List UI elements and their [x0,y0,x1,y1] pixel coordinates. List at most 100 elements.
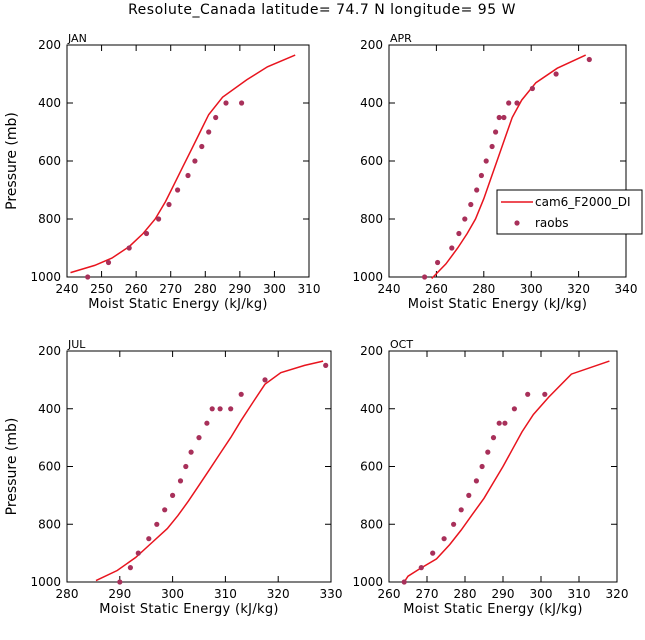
obs-point [401,579,407,585]
obs-point [473,478,479,484]
series-line-model [70,54,296,274]
figure-title: Resolute_Canada latitude= 74.7 N longitu… [128,2,516,18]
obs-point [468,201,474,208]
obs-point [143,230,150,237]
x-tick-label: 330 [320,587,343,601]
obs-point [262,377,268,383]
obs-point [430,550,436,556]
y-tick-label: 1000 [30,270,61,284]
obs-point [489,143,495,150]
obs-point [458,507,464,513]
x-tick-label: 250 [90,282,113,296]
obs-point [553,71,559,77]
obs-point [127,565,133,571]
obs-point [183,463,189,470]
obs-point [418,565,424,571]
x-tick-label: 240 [378,282,401,296]
y-tick-label: 800 [38,517,61,531]
x-tick-label: 320 [267,587,290,601]
legend-box [496,189,643,235]
obs-point [422,274,428,280]
y-tick-label: 200 [360,38,383,52]
plot-frame [388,44,627,278]
chart-panel-jul: 280 290 300 310 320 330 200 400 600 800 1000 JUL Moi… [4,338,342,617]
obs-point [485,449,491,455]
x-axis-label: Moist Static Energy (kJ/kg) [99,602,279,617]
obs-point [493,129,499,135]
x-tick-label: 280 [472,282,495,296]
chart-panel-jan: 240 250 260 270 280 290 300 310 200 400 600 800 1000… [4,32,320,312]
x-tick-label: 310 [568,587,591,601]
obs-point [496,420,502,426]
obs-point [188,449,194,455]
x-tick-label: 290 [108,587,131,601]
obs-point [525,391,531,397]
x-tick-label: 320 [567,282,590,296]
y-tick-label: 400 [38,96,61,110]
x-tick-label: 270 [159,282,182,296]
x-tick-label: 270 [416,587,439,601]
obs-point [586,56,592,63]
x-tick-label: 290 [228,282,251,296]
obs-point [529,85,536,92]
obs-point [206,129,212,135]
series-line-model [95,360,324,582]
series-line-model [403,360,610,583]
x-tick-label: 320 [606,587,629,601]
obs-point [126,245,132,251]
obs-point [105,259,112,266]
legend-label-obs: raobs [535,216,569,230]
chart-panel-oct: 260 270 280 290 300 310 320 200 400 600 800 1000 OCT… [352,338,628,617]
x-tick-label: 300 [161,587,184,601]
x-tick-label: 310 [298,282,321,296]
y-tick-label: 400 [360,402,383,416]
obs-point [185,172,191,179]
y-tick-label: 1000 [30,575,61,589]
obs-point [490,435,497,441]
obs-point [502,420,508,426]
y-tick-label: 600 [360,154,383,168]
x-tick-label: 280 [56,587,79,601]
y-tick-label: 600 [360,460,383,474]
obs-point [456,230,462,237]
obs-point [496,114,502,121]
obs-point [483,158,489,164]
obs-point [435,259,441,266]
obs-point [175,187,181,193]
x-tick-label: 300 [530,587,553,601]
x-tick-label: 310 [214,587,237,601]
obs-point [192,158,198,164]
obs-point [196,435,202,441]
x-axis-label: Moist Static Energy (kJ/kg) [403,602,583,617]
legend-marker-swatch [514,220,520,226]
y-tick-label: 800 [360,212,383,226]
y-tick-label: 400 [360,96,383,110]
obs-point [85,274,91,280]
x-tick-label: 300 [520,282,543,296]
obs-point [466,492,472,498]
obs-point [199,143,205,150]
obs-point [154,521,160,527]
obs-point [478,172,484,179]
y-tick-label: 200 [38,344,61,358]
obs-point [479,463,485,470]
y-tick-label: 400 [38,402,61,416]
obs-point [451,521,457,527]
plot-frame [66,350,332,583]
obs-point [542,391,548,397]
x-tick-label: 280 [194,282,217,296]
obs-point [449,245,455,251]
obs-point [462,216,468,222]
y-tick-label: 600 [38,154,61,168]
obs-point [474,187,480,193]
series-line-model [431,54,587,280]
chart-panels: 240 250 260 270 280 290 300 310 200 400 600 800 1000… [4,32,643,617]
obs-point [156,216,162,222]
obs-point [228,406,234,412]
x-tick-label: 240 [56,282,79,296]
x-tick-label: 280 [454,587,477,601]
obs-point [239,100,245,106]
y-tick-label: 200 [360,344,383,358]
x-axis-label: Moist Static Energy (kJ/kg) [88,297,268,312]
